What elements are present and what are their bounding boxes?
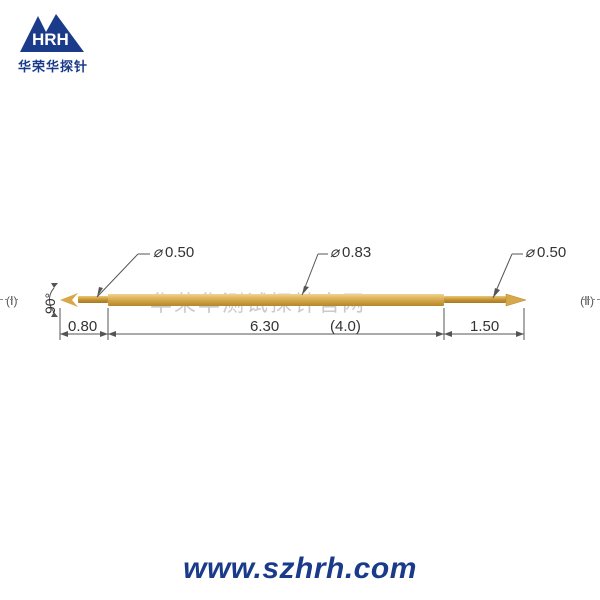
logo-company-name: 华荣华探针 [18,56,88,75]
dim-0-80: 0.80 [68,318,97,335]
probe-shaft-thin-right [444,296,506,303]
brand-logo: HRH [18,12,92,61]
probe-tip-right-icon [504,292,528,308]
diameter-mid-value: 0.83 [342,244,371,261]
tip-angle-label: 90° [42,293,58,314]
drawing-canvas: { "logo": { "initials": "HRH", "company_… [0,0,600,600]
diameter-left-value: 0.50 [165,244,194,261]
probe-barrel [108,294,444,306]
dim-4-0: (4.0) [330,318,361,335]
dim-1-50: 1.50 [470,318,499,335]
logo-mark-icon: HRH [18,12,92,56]
diameter-mid-label: ⌀0.83 [330,243,371,262]
diameter-left-label: ⌀0.50 [153,243,194,262]
probe-tip-left-icon [56,290,80,310]
website-url: www.szhrh.com [0,552,600,586]
view-marker-right: (Ⅱ) [580,294,594,308]
dim-6-30: 6.30 [250,318,279,335]
view-marker-left: (Ⅰ) [6,294,18,308]
logo-initials: HRH [32,30,69,49]
diameter-right-value: 0.50 [537,244,566,261]
probe-shaft-thin-left [78,296,108,303]
edge-dash-right [582,299,600,300]
edge-dash-left [0,299,18,300]
diameter-right-label: ⌀0.50 [525,243,566,262]
